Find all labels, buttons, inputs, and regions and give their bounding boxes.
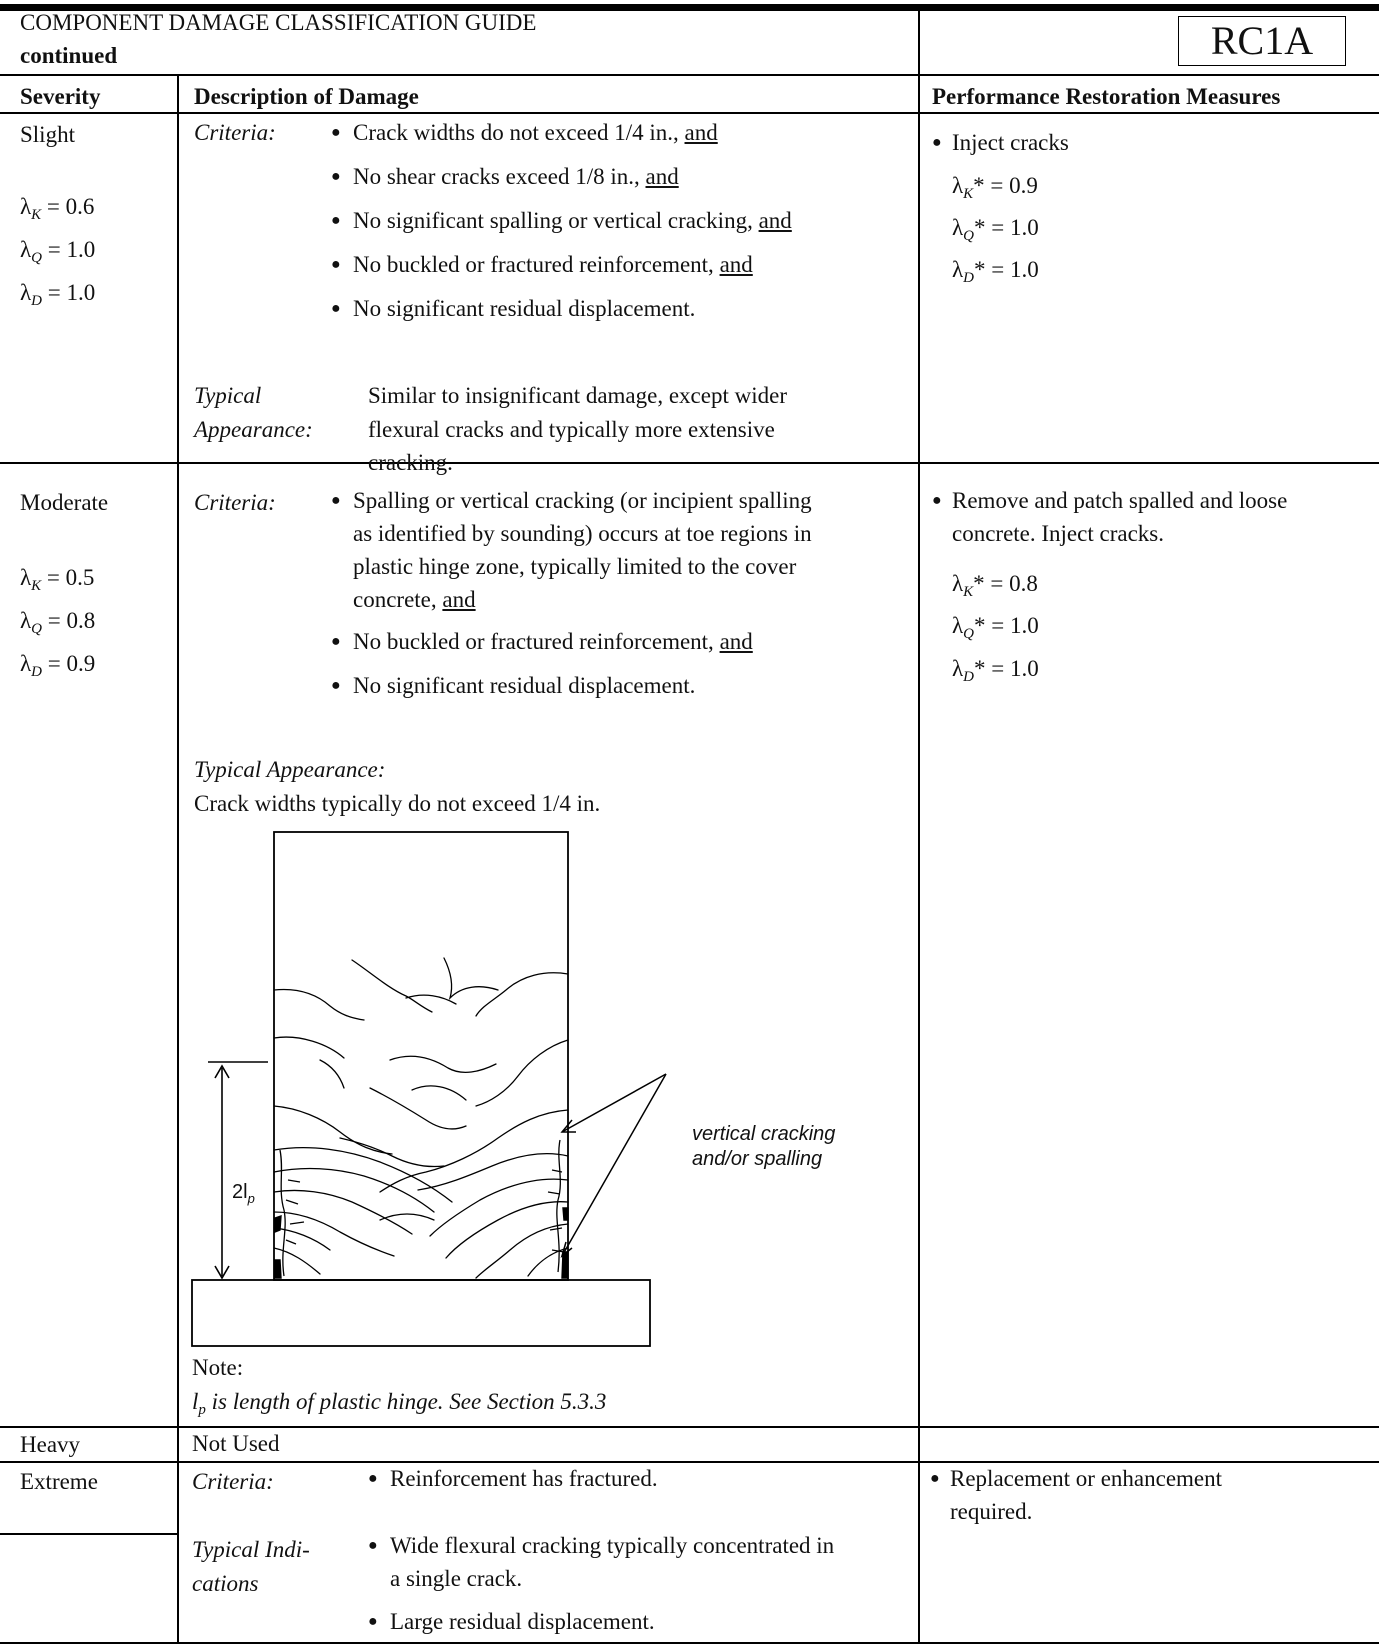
row-divider-moderate bbox=[0, 1426, 1379, 1428]
bullet-icon: ● bbox=[331, 124, 341, 141]
factor-d: λD = 1.0 bbox=[20, 280, 96, 309]
extreme-severity-divider bbox=[0, 1533, 178, 1535]
column-damage-figure bbox=[191, 831, 667, 1347]
callout-arrows bbox=[560, 1073, 667, 1259]
column-outline bbox=[273, 831, 569, 1281]
severity-extreme: Extreme bbox=[20, 1469, 98, 1494]
flexural-cracks bbox=[273, 957, 569, 1279]
moderate-restoration-line: Remove and patch spalled and loose bbox=[952, 488, 1288, 513]
moderate-criterion-line: plastic hinge zone, typically limited to… bbox=[353, 554, 797, 579]
severity-slight: Slight bbox=[20, 122, 75, 147]
row-divider-slight bbox=[0, 462, 1379, 464]
guide-title: COMPONENT DAMAGE CLASSIFICATION GUIDE bbox=[20, 10, 537, 35]
bullet-icon: ● bbox=[932, 134, 942, 151]
slight-typical-line: Similar to insignificant damage, except … bbox=[368, 383, 787, 408]
column-header-divider bbox=[0, 112, 1379, 114]
slight-criterion: No significant spalling or vertical crac… bbox=[353, 208, 792, 233]
col-header-severity: Severity bbox=[20, 84, 101, 109]
rfactor-d: λD* = 1.0 bbox=[952, 656, 1039, 685]
bullet-icon: ● bbox=[331, 300, 341, 317]
slight-criteria-label: Criteria: bbox=[194, 120, 276, 145]
col-divider-2 bbox=[918, 11, 920, 1644]
factor-q: λQ = 0.8 bbox=[20, 608, 96, 637]
component-code: RC1A bbox=[1210, 18, 1314, 63]
component-code-box: RC1A bbox=[1178, 16, 1346, 66]
slight-criterion: No buckled or fractured reinforcement, a… bbox=[353, 252, 753, 277]
factor-q: λQ = 1.0 bbox=[20, 237, 96, 266]
guide-subtitle: continued bbox=[20, 43, 118, 68]
rfactor-k: λK* = 0.9 bbox=[952, 173, 1038, 202]
extreme-criterion: Reinforcement has fractured. bbox=[390, 1466, 658, 1491]
extreme-restoration-line: required. bbox=[950, 1499, 1033, 1524]
col-header-restoration: Performance Restoration Measures bbox=[932, 84, 1281, 109]
bullet-icon: ● bbox=[331, 633, 341, 650]
extreme-indications-label-1: Typical Indi- bbox=[192, 1537, 310, 1562]
bullet-icon: ● bbox=[932, 492, 942, 509]
moderate-criterion: No significant residual displacement. bbox=[353, 673, 696, 698]
bullet-icon: ● bbox=[331, 212, 341, 229]
bullet-icon: ● bbox=[930, 1470, 940, 1487]
hinge-length-label: 2lp bbox=[232, 1181, 255, 1206]
moderate-criterion-line: concrete, and bbox=[353, 587, 476, 612]
extreme-indication-line: a single crack. bbox=[390, 1566, 523, 1591]
bullet-icon: ● bbox=[368, 1537, 378, 1554]
col-divider-1 bbox=[177, 76, 179, 1644]
moderate-criterion-line: as identified by sounding) occurs at toe… bbox=[353, 521, 812, 546]
slight-typical-line: cracking. bbox=[368, 450, 453, 475]
slight-restoration: Inject cracks bbox=[952, 130, 1069, 155]
spalling-marks bbox=[274, 1207, 569, 1279]
slight-criterion: No shear cracks exceed 1/8 in., and bbox=[353, 164, 679, 189]
moderate-criterion: No buckled or fractured reinforcement, a… bbox=[353, 629, 753, 654]
moderate-typical-label: Typical Appearance: bbox=[194, 757, 386, 782]
slight-criterion: Crack widths do not exceed 1/4 in., and bbox=[353, 120, 718, 145]
bottom-border bbox=[0, 1642, 1379, 1644]
slight-criterion: No significant residual displacement. bbox=[353, 296, 696, 321]
footing-outline bbox=[191, 1279, 651, 1347]
bullet-icon: ● bbox=[368, 1470, 378, 1487]
hinge-dimension bbox=[208, 1061, 268, 1280]
heavy-description: Not Used bbox=[192, 1431, 280, 1456]
extreme-indication-line: Wide flexural cracking typically concent… bbox=[390, 1533, 835, 1558]
slight-typical-label-2: Appearance: bbox=[194, 417, 313, 442]
rfactor-d: λD* = 1.0 bbox=[952, 257, 1039, 286]
bullet-icon: ● bbox=[331, 677, 341, 694]
note-label: Note: bbox=[192, 1355, 244, 1380]
slight-typical-line: flexural cracks and typically more exten… bbox=[368, 417, 775, 442]
extreme-indications-label-2: cations bbox=[192, 1571, 259, 1596]
severity-moderate: Moderate bbox=[20, 490, 109, 515]
note-text: lp is length of plastic hinge. See Secti… bbox=[192, 1389, 607, 1418]
rfactor-k: λK* = 0.8 bbox=[952, 571, 1038, 600]
bullet-icon: ● bbox=[331, 168, 341, 185]
bullet-icon: ● bbox=[331, 492, 341, 509]
factor-k: λK = 0.5 bbox=[20, 565, 95, 594]
factor-k: λK = 0.6 bbox=[20, 194, 95, 223]
top-border bbox=[0, 4, 1379, 11]
rfactor-q: λQ* = 1.0 bbox=[952, 613, 1039, 642]
extreme-restoration-line: Replacement or enhancement bbox=[950, 1466, 1223, 1491]
moderate-restoration-line: concrete. Inject cracks. bbox=[952, 521, 1164, 546]
extreme-criteria-label: Criteria: bbox=[192, 1469, 274, 1494]
factor-d: λD = 0.9 bbox=[20, 651, 96, 680]
moderate-typical-text: Crack widths typically do not exceed 1/4… bbox=[194, 791, 601, 816]
row-divider-heavy bbox=[0, 1461, 1379, 1463]
extreme-indication-line: Large residual displacement. bbox=[390, 1609, 655, 1634]
slight-typical-label-1: Typical bbox=[194, 383, 262, 408]
header-divider bbox=[0, 74, 1379, 76]
bullet-icon: ● bbox=[331, 256, 341, 273]
severity-heavy: Heavy bbox=[20, 1432, 81, 1457]
col-header-description: Description of Damage bbox=[194, 84, 419, 109]
moderate-criteria-label: Criteria: bbox=[194, 490, 276, 515]
figure-annotation: vertical cracking and/or spalling bbox=[692, 1123, 836, 1170]
moderate-criterion-line: Spalling or vertical cracking (or incipi… bbox=[353, 488, 812, 513]
bullet-icon: ● bbox=[368, 1613, 378, 1630]
rfactor-q: λQ* = 1.0 bbox=[952, 215, 1039, 244]
